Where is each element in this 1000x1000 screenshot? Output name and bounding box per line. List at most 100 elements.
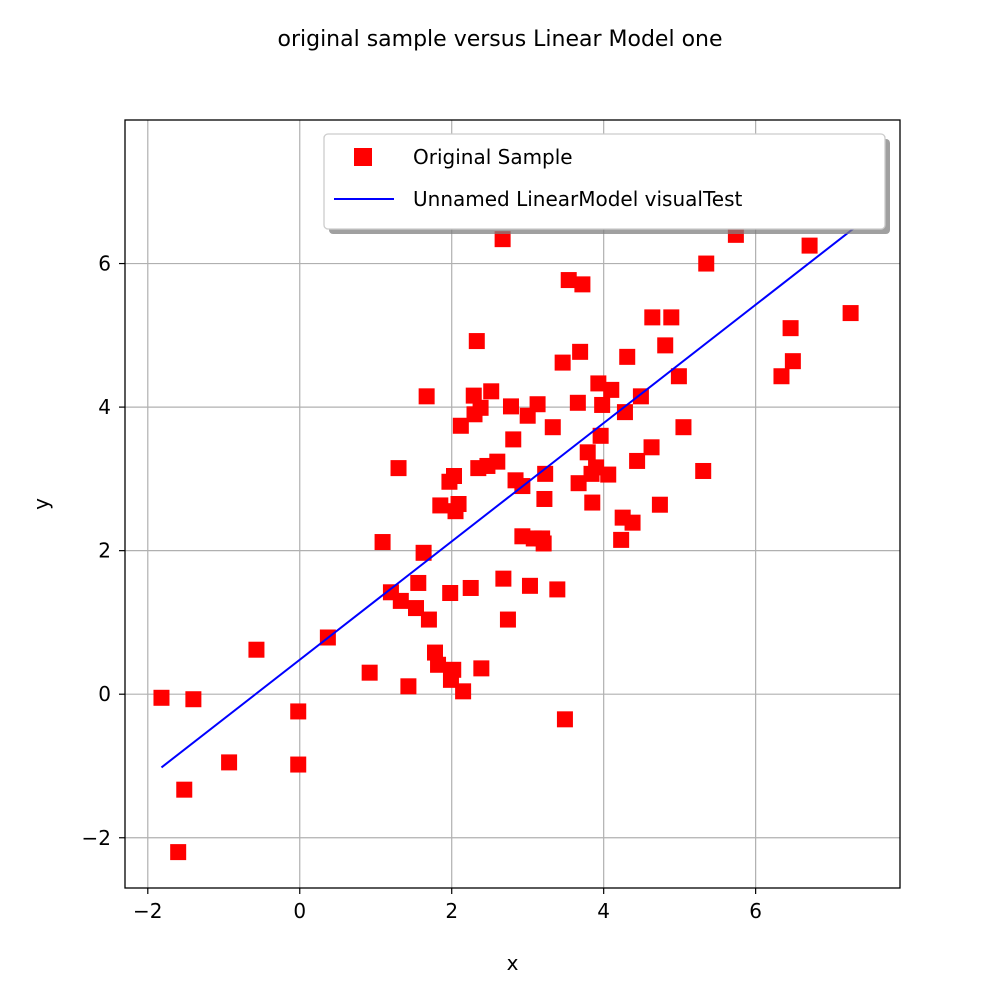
sample-point [535,535,552,552]
sample-point [670,368,687,385]
sample-point [418,388,435,405]
sample-point [675,419,692,436]
sample-point [430,656,447,673]
y-tick-label: 2 [98,539,111,563]
sample-point [185,691,202,708]
sample-point [801,237,818,254]
sample-point [569,394,586,411]
sample-point [629,452,646,469]
sample-point [408,600,425,617]
sample-point [483,383,500,400]
sample-point [374,534,391,551]
sample-point [521,577,538,594]
sample-point [590,375,607,392]
sample-point [536,490,553,507]
sample-point [588,459,605,476]
series-layer [153,221,863,861]
sample-point [529,396,546,413]
sample-point [442,585,459,602]
sample-point [782,320,799,337]
linear-model-line [160,221,863,769]
sample-point [560,272,577,289]
sample-point [784,353,801,370]
sample-point [579,444,596,461]
sample-point [505,431,522,448]
sample-point [600,466,617,483]
sample-point [494,231,511,248]
sample-point [390,460,407,477]
sample-point [698,255,715,272]
sample-point [619,348,636,365]
x-axis-label: x [507,951,519,975]
sample-point [592,427,609,444]
x-tick-label: −2 [133,899,162,923]
legend-label-linear-model: Unnamed LinearModel visualTest [413,187,742,211]
sample-point [473,660,490,677]
chart-title: original sample versus Linear Model one [277,27,722,52]
x-tick-label: 0 [293,899,306,923]
legend-box [323,133,886,230]
y-axis-label: y [29,498,53,510]
sample-point [632,388,649,405]
sample-point [455,683,472,700]
y-tick-label: 6 [98,252,111,276]
y-tick-label: −2 [82,826,111,850]
sample-point [462,579,479,596]
plot-frame [124,119,901,889]
y-tick-label: 0 [98,682,111,706]
sample-point [410,574,427,591]
sample-point [603,381,620,398]
sample-point [554,354,571,371]
sample-point [445,468,462,485]
legend-label-original-sample: Original Sample [413,145,573,169]
sample-point [489,453,506,470]
x-tick-label: 6 [749,899,762,923]
sample-point [468,333,485,350]
sample-point [616,404,633,421]
sample-point [427,644,443,661]
sample-point [420,611,437,628]
sample-point [465,387,482,404]
sample-point [153,689,170,706]
sample-point [176,781,193,798]
sample-point [400,678,417,695]
sample-point [570,475,587,492]
sample-point [432,497,449,514]
sample-point [643,439,660,456]
sample-point [549,581,566,598]
sample-point [392,592,409,609]
sample-point [544,419,561,436]
sample-point [584,494,601,511]
sample-point [624,514,641,531]
legend: Original Sample Unnamed LinearModel visu… [323,133,890,234]
sample-point [452,417,469,434]
sample-point [495,570,512,587]
sample-point [361,664,378,681]
sample-point [502,398,519,415]
sample-point [842,305,859,322]
x-tick-label: 4 [597,899,610,923]
sample-point [499,611,516,628]
sample-point [773,368,790,385]
sample-point [663,309,680,326]
y-tick-label: 4 [98,395,111,419]
sample-point [537,465,554,482]
sample-point [695,462,712,479]
legend-marker-square-icon [354,148,372,166]
sample-point [170,844,187,861]
sample-point [651,496,668,513]
sample-point [644,309,661,326]
x-tick-label: 2 [445,899,458,923]
ticks-layer: −2 0 2 4 6 −2 0 2 4 6 [82,252,762,923]
sample-point [248,641,265,658]
sample-point [290,756,307,773]
sample-point [657,337,674,354]
sample-point [572,343,589,360]
sample-point [290,703,307,720]
sample-point [613,531,630,548]
sample-point [445,661,462,678]
sample-point [594,396,611,413]
sample-point [415,544,432,561]
sample-point [574,276,591,293]
